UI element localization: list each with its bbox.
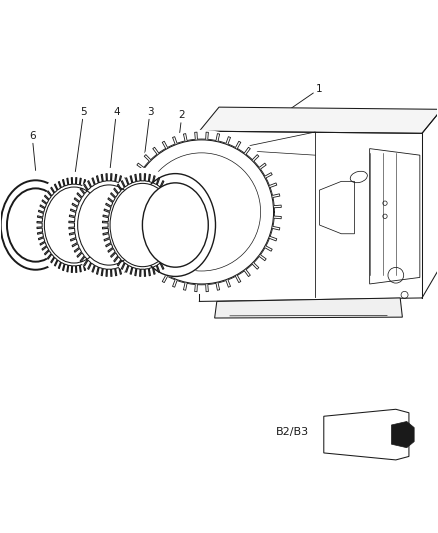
- Ellipse shape: [98, 168, 187, 282]
- Ellipse shape: [64, 168, 153, 282]
- Polygon shape: [215, 298, 403, 318]
- Text: B2/B3: B2/B3: [276, 427, 309, 438]
- Ellipse shape: [0, 180, 71, 271]
- Ellipse shape: [78, 185, 140, 265]
- Polygon shape: [199, 107, 438, 133]
- Ellipse shape: [110, 183, 175, 266]
- Ellipse shape: [7, 188, 64, 262]
- Ellipse shape: [134, 173, 216, 277]
- Ellipse shape: [32, 172, 116, 278]
- Polygon shape: [114, 207, 130, 224]
- Ellipse shape: [142, 183, 208, 267]
- Circle shape: [120, 130, 284, 294]
- Polygon shape: [37, 177, 111, 272]
- Ellipse shape: [44, 187, 104, 263]
- Text: 4: 4: [110, 107, 120, 171]
- Text: 1: 1: [280, 84, 323, 116]
- Text: 5: 5: [75, 107, 87, 175]
- Circle shape: [130, 140, 274, 284]
- Polygon shape: [102, 174, 183, 277]
- Polygon shape: [69, 174, 149, 277]
- Text: 3: 3: [143, 107, 153, 171]
- Text: 6: 6: [29, 131, 35, 171]
- Polygon shape: [392, 422, 414, 448]
- Text: 2: 2: [175, 110, 185, 168]
